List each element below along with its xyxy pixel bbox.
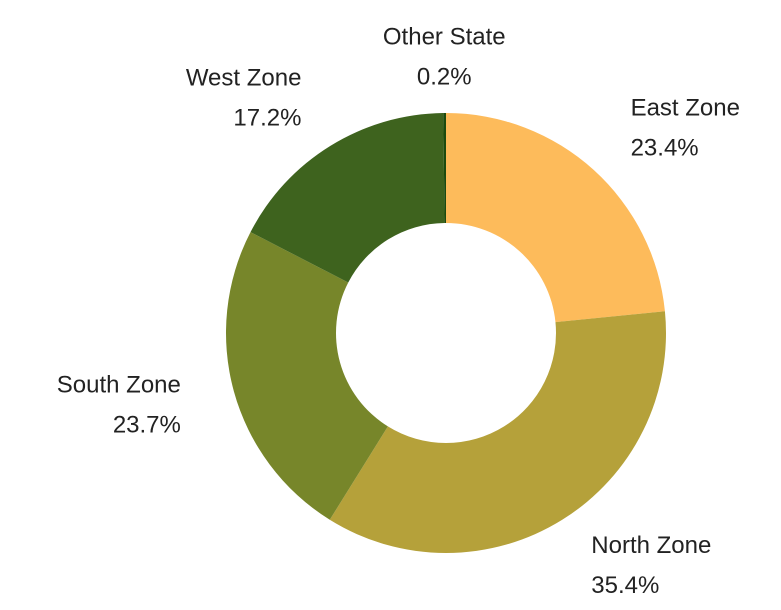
slice-label: North Zone (591, 532, 711, 559)
slice-label: Other State (383, 23, 506, 50)
slice-label: West Zone (186, 64, 302, 91)
slice-label: South Zone (57, 371, 181, 398)
slice-value-label: 17.2% (233, 104, 301, 131)
slice (446, 113, 665, 323)
slice (250, 113, 445, 283)
slice (443, 113, 446, 224)
slice-value-label: 35.4% (591, 572, 659, 599)
slice (329, 311, 667, 553)
slice-value-label: 23.7% (113, 411, 181, 438)
slice (225, 232, 388, 520)
slice-value-label: 0.2% (417, 63, 472, 90)
slice-value-label: 23.4% (631, 135, 699, 162)
slice-label: East Zone (631, 95, 740, 122)
